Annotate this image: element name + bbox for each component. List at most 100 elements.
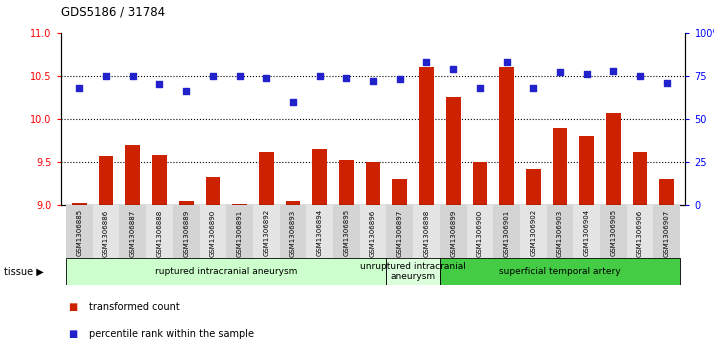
Text: GSM1306890: GSM1306890 <box>210 209 216 257</box>
Bar <box>259 152 273 205</box>
Point <box>261 74 272 80</box>
Text: GSM1306897: GSM1306897 <box>397 209 403 257</box>
Text: superficial temporal artery: superficial temporal artery <box>499 267 620 276</box>
Text: ■: ■ <box>68 302 77 312</box>
Text: GSM1306900: GSM1306900 <box>477 209 483 257</box>
Point <box>181 88 192 94</box>
Bar <box>173 205 199 258</box>
Text: GDS5186 / 31784: GDS5186 / 31784 <box>61 5 165 19</box>
Bar <box>280 205 306 258</box>
Bar <box>253 205 280 258</box>
Bar <box>66 258 386 285</box>
Bar <box>178 201 193 205</box>
Point <box>448 66 459 72</box>
Text: GSM1306895: GSM1306895 <box>343 209 349 256</box>
Point <box>634 73 645 79</box>
Text: tissue ▶: tissue ▶ <box>4 266 44 277</box>
Text: percentile rank within the sample: percentile rank within the sample <box>89 329 254 339</box>
Point <box>341 74 352 80</box>
Bar <box>627 205 653 258</box>
Text: GSM1306892: GSM1306892 <box>263 209 269 256</box>
Bar <box>606 113 620 205</box>
Bar <box>199 205 226 258</box>
Bar <box>473 162 487 205</box>
Point <box>394 76 406 82</box>
Text: GSM1306894: GSM1306894 <box>317 209 323 256</box>
Text: GSM1306904: GSM1306904 <box>583 209 590 256</box>
Bar <box>526 169 540 205</box>
Text: ruptured intracranial aneurysm: ruptured intracranial aneurysm <box>155 267 298 276</box>
Bar <box>93 205 119 258</box>
Point <box>234 73 246 79</box>
Text: GSM1306899: GSM1306899 <box>450 209 456 257</box>
Text: GSM1306893: GSM1306893 <box>290 209 296 257</box>
Bar <box>226 205 253 258</box>
Bar <box>386 205 413 258</box>
Bar <box>126 145 140 205</box>
Point <box>127 73 139 79</box>
Bar <box>152 155 167 205</box>
Point <box>154 82 165 87</box>
Point <box>367 78 378 84</box>
Bar <box>232 204 247 205</box>
Text: ■: ■ <box>68 329 77 339</box>
Bar <box>66 205 93 258</box>
Bar <box>99 156 114 205</box>
Bar <box>393 179 407 205</box>
Bar <box>72 203 86 205</box>
Bar <box>579 136 594 205</box>
Text: GSM1306886: GSM1306886 <box>103 209 109 257</box>
Bar <box>553 127 568 205</box>
Bar <box>466 205 493 258</box>
Bar <box>312 149 327 205</box>
Bar <box>386 258 440 285</box>
Bar <box>413 205 440 258</box>
Text: GSM1306906: GSM1306906 <box>637 209 643 257</box>
Bar <box>360 205 386 258</box>
Bar <box>286 201 301 205</box>
Point <box>661 80 673 86</box>
Text: GSM1306888: GSM1306888 <box>156 209 163 257</box>
Point <box>474 85 486 91</box>
Text: GSM1306885: GSM1306885 <box>76 209 82 256</box>
Point <box>528 85 539 91</box>
Bar <box>366 162 381 205</box>
Bar <box>499 67 514 205</box>
Point <box>207 73 218 79</box>
Bar <box>446 97 461 205</box>
Point <box>287 99 298 105</box>
Text: GSM1306903: GSM1306903 <box>557 209 563 257</box>
Point <box>101 73 112 79</box>
Bar <box>206 177 220 205</box>
Bar <box>660 179 674 205</box>
Text: transformed count: transformed count <box>89 302 180 312</box>
Text: GSM1306905: GSM1306905 <box>610 209 616 256</box>
Text: GSM1306889: GSM1306889 <box>183 209 189 257</box>
Text: GSM1306891: GSM1306891 <box>236 209 243 257</box>
Bar <box>573 205 600 258</box>
Text: GSM1306896: GSM1306896 <box>370 209 376 257</box>
Text: GSM1306887: GSM1306887 <box>130 209 136 257</box>
Bar <box>633 152 648 205</box>
Bar <box>146 205 173 258</box>
Bar <box>440 258 680 285</box>
Point <box>554 69 565 75</box>
Bar <box>119 205 146 258</box>
Point <box>314 73 326 79</box>
Text: GSM1306907: GSM1306907 <box>664 209 670 257</box>
Bar <box>306 205 333 258</box>
Bar <box>339 160 353 205</box>
Point <box>74 85 85 91</box>
Text: GSM1306898: GSM1306898 <box>423 209 429 257</box>
Text: GSM1306901: GSM1306901 <box>503 209 510 257</box>
Point <box>421 59 432 65</box>
Bar <box>653 205 680 258</box>
Bar <box>333 205 360 258</box>
Point <box>608 68 619 73</box>
Text: GSM1306902: GSM1306902 <box>531 209 536 256</box>
Bar <box>520 205 547 258</box>
Bar <box>419 67 434 205</box>
Point <box>581 71 593 77</box>
Bar <box>493 205 520 258</box>
Text: unruptured intracranial
aneurysm: unruptured intracranial aneurysm <box>360 262 466 281</box>
